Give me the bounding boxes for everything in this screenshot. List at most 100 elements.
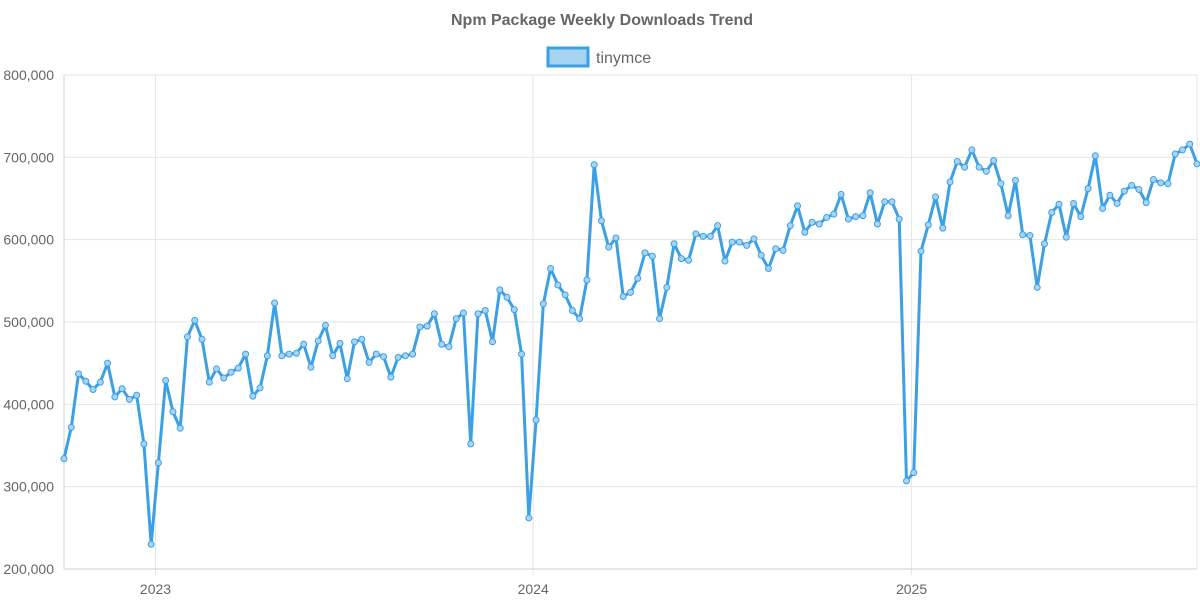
data-point[interactable] — [786, 222, 794, 230]
data-point[interactable] — [627, 288, 634, 296]
data-point[interactable] — [256, 384, 264, 392]
data-point[interactable] — [336, 339, 344, 347]
data-point[interactable] — [1106, 191, 1114, 199]
data-point[interactable] — [459, 309, 467, 317]
data-point[interactable] — [1048, 209, 1056, 216]
data-point[interactable] — [641, 249, 649, 257]
data-point[interactable] — [961, 163, 969, 171]
legend-label-tinymce[interactable]: tinymce — [596, 50, 651, 67]
data-point[interactable] — [772, 245, 780, 253]
data-point[interactable] — [176, 424, 184, 432]
data-point[interactable] — [837, 190, 845, 198]
data-point[interactable] — [380, 353, 388, 361]
data-point[interactable] — [387, 373, 395, 381]
legend[interactable]: tinymce — [546, 46, 651, 68]
data-point[interactable] — [539, 300, 547, 308]
data-point[interactable] — [518, 350, 526, 358]
data-point[interactable] — [735, 238, 743, 246]
data-point[interactable] — [307, 363, 315, 371]
data-point[interactable] — [590, 161, 598, 169]
data-point[interactable] — [859, 212, 867, 220]
data-point[interactable] — [910, 469, 918, 477]
data-point[interactable] — [438, 340, 446, 348]
data-point[interactable] — [351, 338, 359, 346]
data-point[interactable] — [496, 286, 504, 294]
data-point[interactable] — [1186, 140, 1194, 148]
data-point[interactable] — [605, 243, 613, 251]
data-point[interactable] — [982, 167, 990, 175]
data-point[interactable] — [968, 146, 976, 154]
data-point[interactable] — [416, 323, 424, 331]
data-point[interactable] — [975, 163, 983, 171]
legend-swatch-tinymce[interactable] — [546, 46, 590, 68]
data-point[interactable] — [213, 365, 221, 373]
data-point[interactable] — [881, 198, 889, 206]
data-point[interactable] — [169, 408, 177, 416]
data-point[interactable] — [619, 292, 627, 300]
data-point[interactable] — [89, 386, 97, 394]
data-point[interactable] — [692, 230, 700, 238]
data-point[interactable] — [263, 352, 271, 360]
data-point[interactable] — [1113, 199, 1121, 207]
data-point[interactable] — [467, 440, 475, 448]
data-point[interactable] — [663, 283, 671, 291]
data-point[interactable] — [321, 321, 329, 329]
data-point[interactable] — [706, 232, 714, 240]
data-point[interactable] — [1149, 176, 1157, 184]
data-point[interactable] — [75, 370, 83, 378]
data-point[interactable] — [205, 378, 213, 386]
data-point[interactable] — [554, 281, 562, 289]
data-point[interactable] — [888, 198, 896, 206]
data-point[interactable] — [111, 393, 119, 401]
data-point[interactable] — [285, 350, 293, 358]
data-point[interactable] — [104, 359, 112, 367]
data-point[interactable] — [685, 256, 693, 264]
data-point[interactable] — [634, 274, 642, 282]
data-point[interactable] — [525, 514, 533, 522]
data-point[interactable] — [953, 157, 961, 165]
data-point[interactable] — [939, 224, 947, 232]
data-point[interactable] — [808, 218, 816, 226]
data-point[interactable] — [779, 246, 787, 254]
data-point[interactable] — [597, 217, 605, 225]
data-point[interactable] — [1055, 200, 1063, 208]
data-point[interactable] — [234, 364, 242, 372]
data-point[interactable] — [1077, 213, 1085, 221]
data-point[interactable] — [1040, 240, 1048, 248]
data-point[interactable] — [249, 392, 257, 400]
data-point[interactable] — [409, 350, 417, 358]
data-point[interactable] — [764, 264, 772, 272]
data-point[interactable] — [314, 337, 322, 345]
data-point[interactable] — [227, 368, 235, 376]
data-point[interactable] — [583, 276, 591, 284]
data-point[interactable] — [67, 423, 75, 431]
data-point[interactable] — [1004, 212, 1012, 220]
data-point[interactable] — [1178, 146, 1186, 154]
data-point[interactable] — [154, 459, 162, 467]
data-point[interactable] — [757, 251, 765, 259]
data-point[interactable] — [423, 322, 431, 330]
data-point[interactable] — [699, 232, 707, 240]
data-point[interactable] — [271, 299, 279, 307]
data-point[interactable] — [1164, 180, 1172, 188]
data-point[interactable] — [481, 306, 489, 314]
data-point[interactable] — [1062, 233, 1070, 241]
data-point[interactable] — [147, 540, 155, 548]
data-point[interactable] — [1099, 204, 1107, 212]
data-point[interactable] — [568, 306, 576, 314]
data-point[interactable] — [815, 220, 823, 228]
data-point[interactable] — [365, 358, 373, 366]
data-point[interactable] — [82, 377, 90, 385]
data-point[interactable] — [917, 247, 925, 255]
data-point[interactable] — [561, 291, 569, 299]
data-point[interactable] — [714, 222, 722, 230]
data-point[interactable] — [358, 335, 366, 343]
data-point[interactable] — [445, 343, 453, 351]
data-point[interactable] — [1070, 199, 1078, 207]
data-point[interactable] — [866, 189, 874, 197]
data-point[interactable] — [823, 213, 831, 221]
data-point[interactable] — [401, 352, 409, 360]
data-point[interactable] — [612, 234, 620, 242]
data-point[interactable] — [503, 293, 511, 301]
data-point[interactable] — [924, 221, 932, 229]
